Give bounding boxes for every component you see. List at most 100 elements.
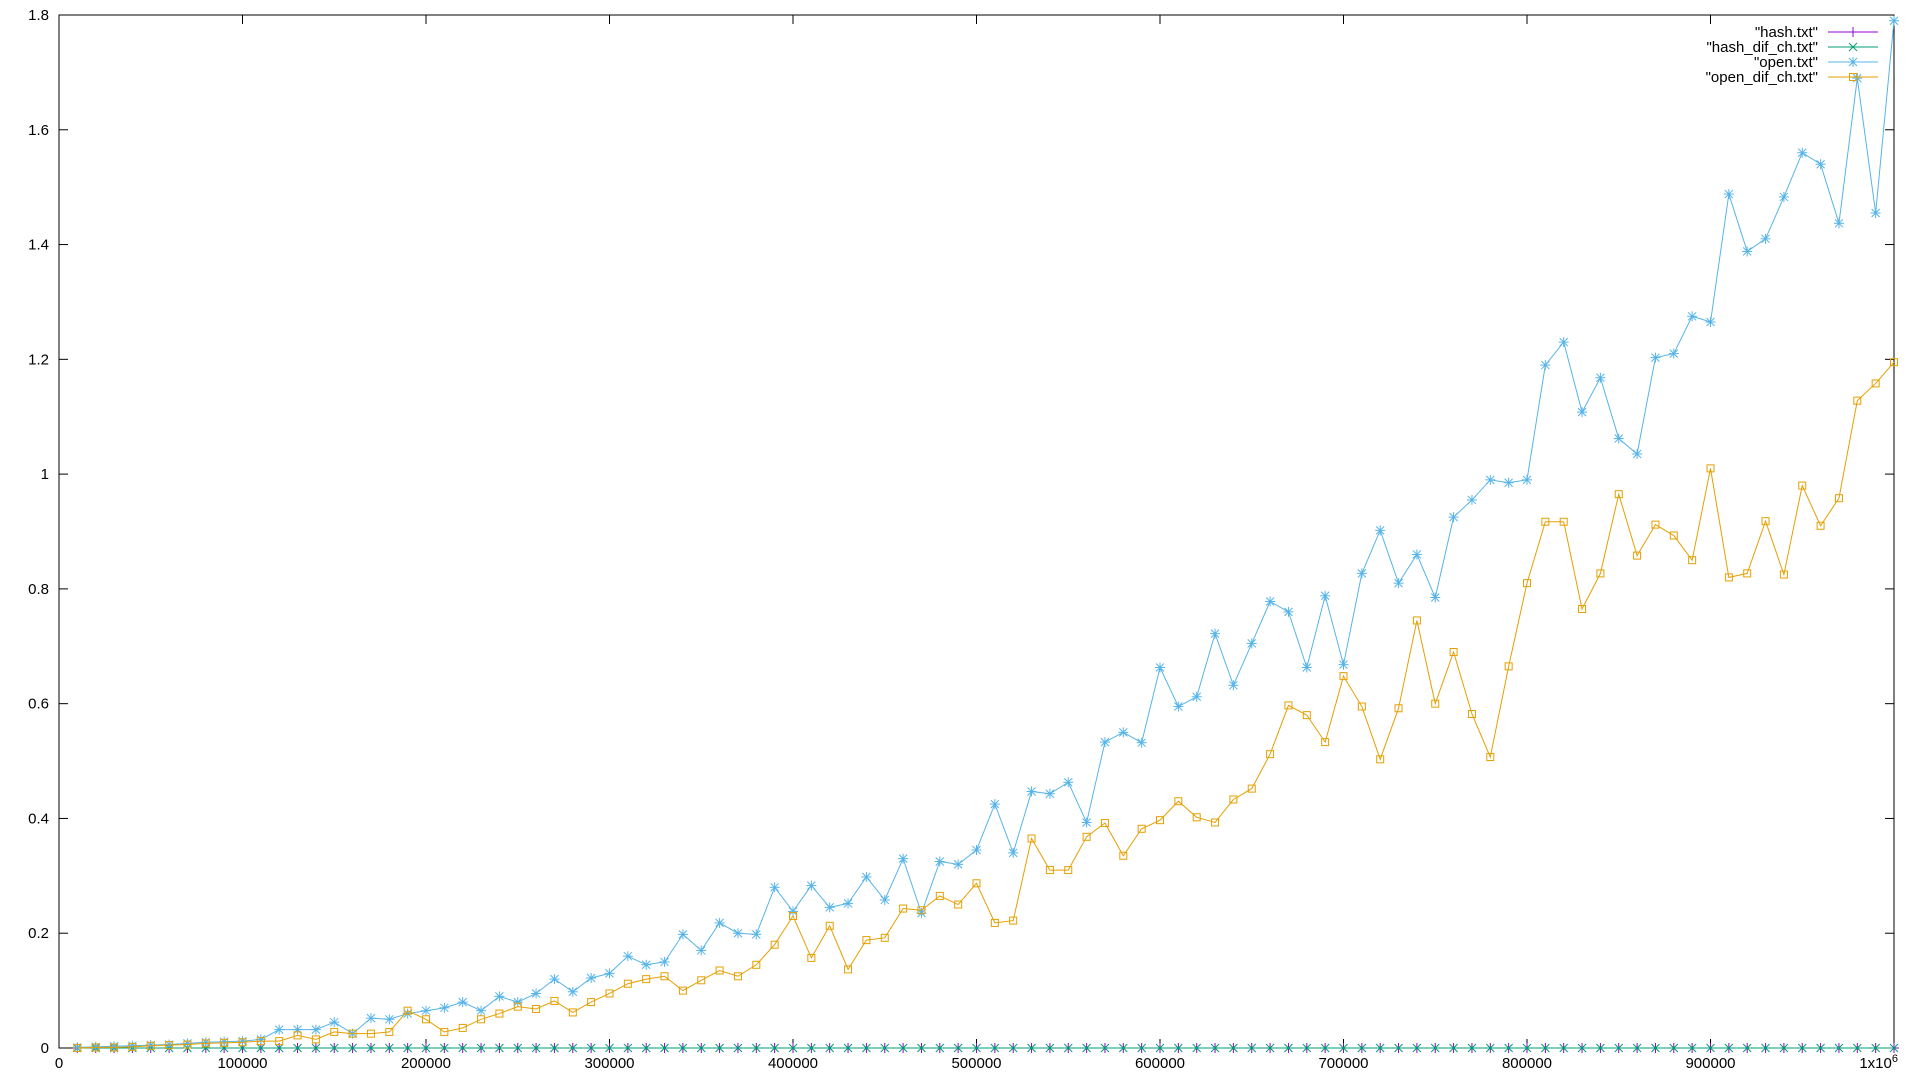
data-point xyxy=(146,1041,155,1050)
data-point xyxy=(1082,1043,1091,1053)
data-point xyxy=(880,933,889,942)
data-point xyxy=(1008,1043,1018,1053)
data-point xyxy=(439,1002,450,1013)
data-point xyxy=(917,1043,926,1053)
data-point xyxy=(513,1043,523,1053)
data-point xyxy=(1650,352,1661,363)
legend-label: "hash_dif_ch.txt" xyxy=(1706,39,1818,56)
x-tick-label: 300000 xyxy=(584,1055,634,1072)
data-point xyxy=(365,1013,376,1024)
data-point xyxy=(1797,147,1808,158)
data-point xyxy=(788,1043,798,1053)
data-point xyxy=(715,1043,724,1053)
data-point xyxy=(1283,606,1294,617)
data-point xyxy=(806,1043,816,1053)
data-point xyxy=(880,1043,890,1053)
legend-item: "open_dif_ch.txt" xyxy=(1706,69,1878,86)
data-point xyxy=(1705,317,1716,328)
data-point xyxy=(550,1043,559,1053)
data-point xyxy=(1118,727,1129,738)
data-point xyxy=(678,1043,688,1053)
data-point xyxy=(567,986,578,997)
data-point xyxy=(1504,662,1513,671)
data-point xyxy=(293,1031,302,1040)
data-point xyxy=(1210,628,1221,639)
data-point xyxy=(1008,847,1019,858)
y-tick-label: 0.8 xyxy=(28,581,49,598)
legend-item: "hash.txt" xyxy=(1755,24,1878,41)
data-point xyxy=(91,1043,100,1052)
data-point xyxy=(1852,1043,1862,1053)
data-point xyxy=(1137,824,1146,833)
data-point xyxy=(1136,737,1147,748)
series-line xyxy=(77,361,1895,1049)
data-point xyxy=(421,1043,431,1053)
data-point xyxy=(1596,569,1605,578)
data-point xyxy=(1816,1043,1825,1053)
data-point xyxy=(238,1038,247,1047)
data-point xyxy=(715,966,724,975)
data-point xyxy=(549,974,560,985)
data-point xyxy=(1246,638,1257,649)
data-point xyxy=(971,845,982,856)
data-point xyxy=(844,965,853,974)
data-point xyxy=(1779,1043,1789,1053)
x-axis: 0 100000 200000 300000 400000 500000 600000 700… xyxy=(55,15,1898,1072)
data-point xyxy=(642,975,651,984)
data-point xyxy=(512,997,523,1008)
x-tick-label: 800000 xyxy=(1502,1055,1552,1072)
data-point xyxy=(1118,1043,1128,1053)
x-tick-label: 0 xyxy=(55,1055,63,1072)
data-point xyxy=(293,1043,302,1053)
data-point xyxy=(843,1043,853,1053)
data-point xyxy=(660,972,669,981)
data-point xyxy=(587,998,596,1007)
data-point xyxy=(788,906,798,917)
data-point xyxy=(696,1043,706,1053)
data-point xyxy=(1063,1043,1073,1053)
data-point xyxy=(751,1043,761,1053)
data-point xyxy=(769,882,780,893)
data-point xyxy=(824,902,835,913)
data-point xyxy=(1724,573,1733,582)
data-point xyxy=(1027,1043,1036,1053)
data-point xyxy=(348,1043,357,1053)
data-point xyxy=(696,945,707,956)
data-point xyxy=(1577,407,1588,418)
x-tick-label: 900000 xyxy=(1685,1055,1735,1072)
data-point xyxy=(1485,474,1496,485)
data-point xyxy=(458,1043,468,1053)
data-point xyxy=(1284,701,1293,710)
data-point xyxy=(1247,784,1256,793)
legend-swatch-marker xyxy=(1848,42,1858,52)
data-point xyxy=(458,1023,467,1032)
data-point xyxy=(1339,1043,1348,1053)
data-point xyxy=(1430,1043,1440,1053)
data-point xyxy=(1100,819,1109,828)
data-point xyxy=(1192,1043,1202,1053)
data-point xyxy=(1137,1043,1147,1053)
data-point xyxy=(1723,189,1734,200)
data-point xyxy=(733,1043,743,1053)
data-point xyxy=(1504,1043,1514,1053)
data-point xyxy=(329,1017,340,1028)
data-point xyxy=(110,1043,119,1052)
legend-swatch-marker xyxy=(1848,27,1858,37)
data-point xyxy=(586,972,597,983)
data-point xyxy=(934,856,945,867)
data-point xyxy=(1156,816,1164,825)
data-point xyxy=(1302,1043,1312,1053)
data-point xyxy=(494,991,505,1002)
data-point xyxy=(1778,191,1789,202)
data-point xyxy=(422,1015,430,1024)
data-point xyxy=(348,1029,357,1038)
x-tick-label: 1x106 xyxy=(1859,1053,1898,1072)
data-point xyxy=(843,898,854,909)
data-point xyxy=(403,1043,413,1053)
data-point xyxy=(403,1006,412,1015)
data-point xyxy=(1596,1043,1605,1053)
data-point xyxy=(1798,481,1807,490)
y-tick-label: 1.6 xyxy=(28,122,49,139)
series-line xyxy=(77,20,1895,1048)
data-point xyxy=(1632,1043,1642,1053)
